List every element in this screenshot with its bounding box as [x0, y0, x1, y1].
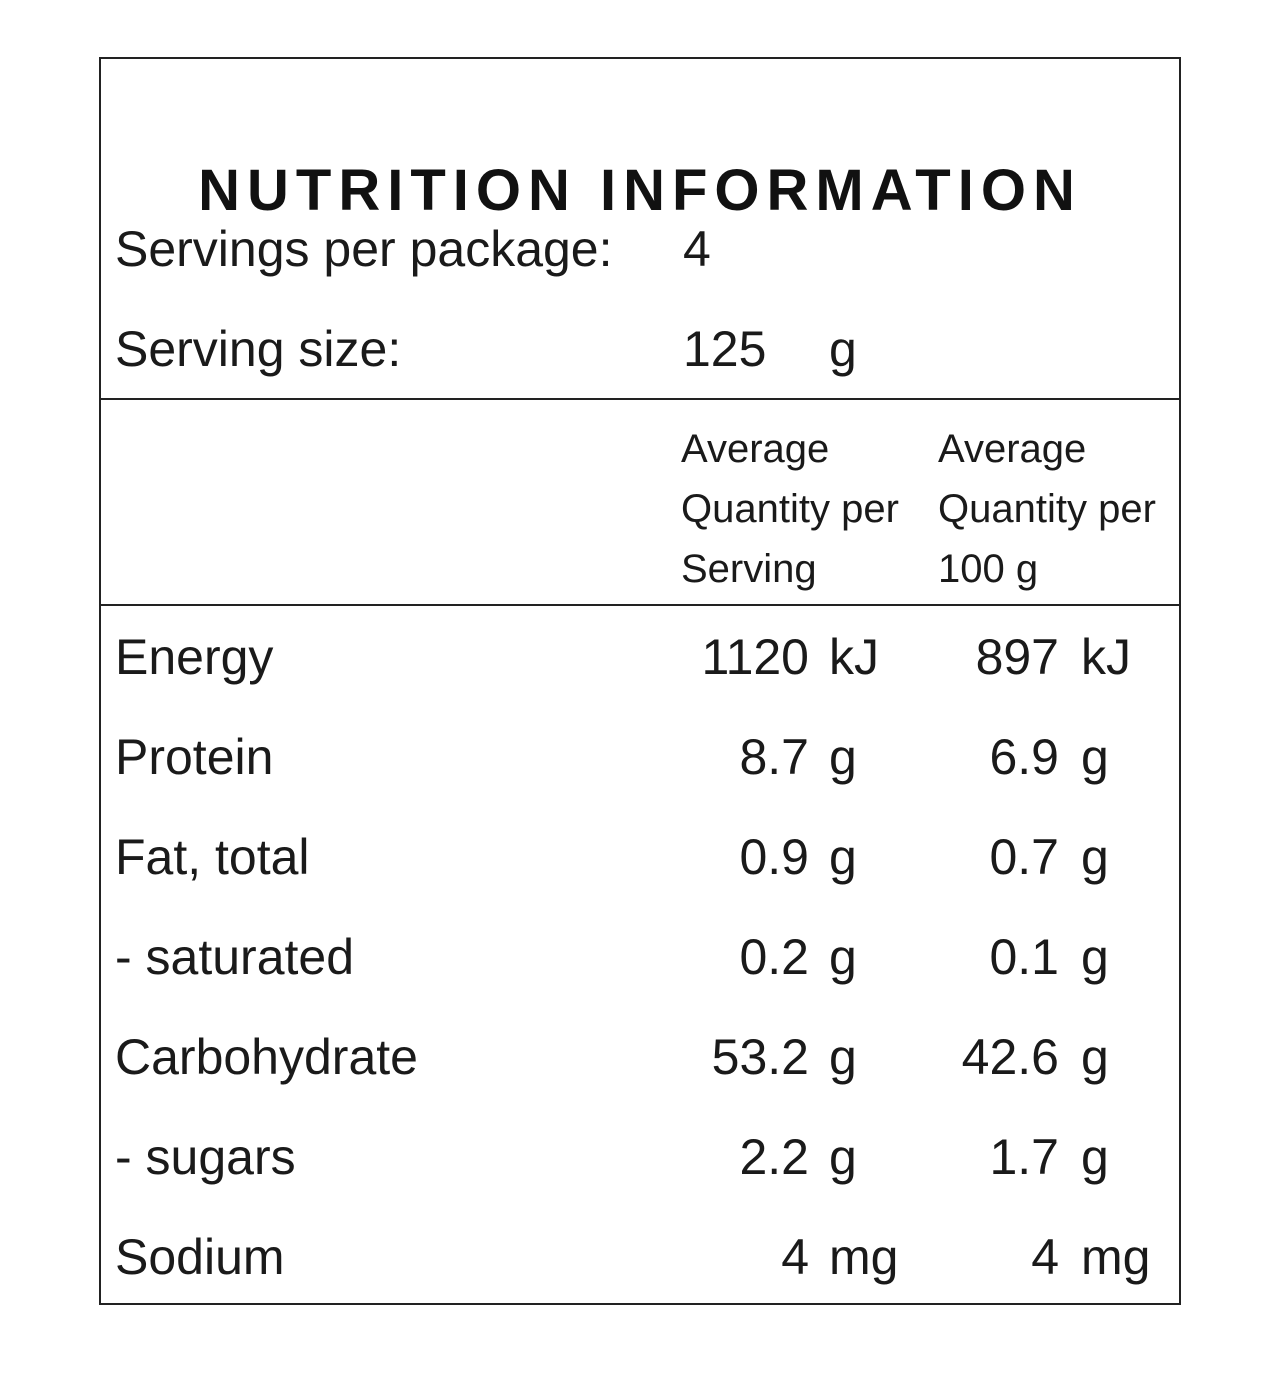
per-100g-value: 4	[1031, 1229, 1059, 1285]
servings-per-package-value: 4	[683, 221, 711, 277]
nutrient-row-energy: Energy 1120 kJ 897 kJ	[101, 632, 1179, 732]
per-serving-value: 0.9	[739, 829, 809, 885]
per-100g-unit: g	[1081, 929, 1109, 985]
per-100g-unit: g	[1081, 1029, 1109, 1085]
per-serving-unit: g	[829, 1129, 857, 1185]
nutrient-name: - sugars	[115, 1129, 296, 1185]
per-serving-unit: g	[829, 729, 857, 785]
nutrient-row-sugars: - sugars 2.2 g 1.7 g	[101, 1132, 1179, 1232]
per-100g-value: 1.7	[989, 1129, 1059, 1185]
per-serving-value: 8.7	[739, 729, 809, 785]
per-serving-unit: g	[829, 1029, 857, 1085]
divider-top	[101, 398, 1179, 400]
per-serving-unit: mg	[829, 1229, 899, 1285]
column-header-line: Average	[681, 427, 830, 471]
column-header-per-serving: Average Quantity per Serving	[681, 419, 899, 599]
column-header-line: Quantity per	[681, 487, 899, 531]
nutrient-name: - saturated	[115, 929, 355, 985]
per-serving-value: 1120	[701, 629, 809, 685]
per-100g-unit: kJ	[1081, 629, 1131, 685]
nutrition-panel: NUTRITION INFORMATION Servings per packa…	[99, 57, 1181, 1305]
nutrient-name: Sodium	[115, 1229, 285, 1285]
per-100g-value: 897	[975, 629, 1059, 685]
column-header-line: Quantity per	[938, 487, 1156, 531]
serving-size-unit: g	[829, 321, 857, 377]
nutrient-name: Energy	[115, 629, 274, 685]
serving-size-label: Serving size:	[115, 321, 402, 377]
per-serving-unit: g	[829, 929, 857, 985]
per-100g-value: 0.1	[989, 929, 1059, 985]
per-100g-unit: g	[1081, 729, 1109, 785]
nutrient-row-saturated: - saturated 0.2 g 0.1 g	[101, 932, 1179, 1032]
nutrient-name: Carbohydrate	[115, 1029, 418, 1085]
nutrient-row-sodium: Sodium 4 mg 4 mg	[101, 1232, 1179, 1332]
serving-size-value: 125	[683, 321, 767, 377]
panel-title: NUTRITION INFORMATION	[198, 158, 1082, 223]
per-serving-value: 53.2	[711, 1029, 809, 1085]
per-100g-value: 0.7	[989, 829, 1059, 885]
per-100g-unit: mg	[1081, 1229, 1151, 1285]
per-serving-unit: g	[829, 829, 857, 885]
nutrient-name: Protein	[115, 729, 274, 785]
nutrient-name: Fat, total	[115, 829, 310, 885]
column-header-per-100g: Average Quantity per 100 g	[938, 419, 1156, 599]
nutrient-row-protein: Protein 8.7 g 6.9 g	[101, 732, 1179, 832]
divider-header	[101, 604, 1179, 606]
nutrient-row-fat-total: Fat, total 0.9 g 0.7 g	[101, 832, 1179, 932]
per-serving-unit: kJ	[829, 629, 879, 685]
per-serving-value: 4	[781, 1229, 809, 1285]
column-header-line: Serving	[681, 547, 817, 591]
servings-per-package-label: Servings per package:	[115, 221, 613, 277]
per-100g-unit: g	[1081, 829, 1109, 885]
nutrient-row-carbohydrate: Carbohydrate 53.2 g 42.6 g	[101, 1032, 1179, 1132]
per-serving-value: 0.2	[739, 929, 809, 985]
per-100g-value: 42.6	[961, 1029, 1059, 1085]
per-100g-value: 6.9	[989, 729, 1059, 785]
column-header-line: Average	[938, 427, 1087, 471]
per-serving-value: 2.2	[739, 1129, 809, 1185]
per-100g-unit: g	[1081, 1129, 1109, 1185]
column-header-line: 100 g	[938, 547, 1039, 591]
